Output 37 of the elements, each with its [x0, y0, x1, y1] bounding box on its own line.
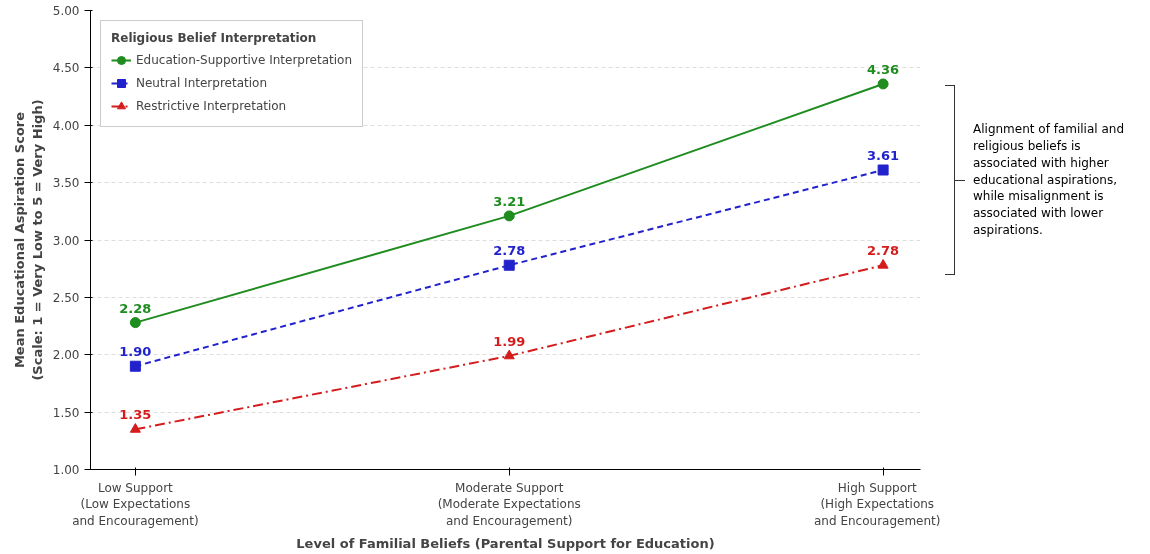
legend-label: Neutral Interpretation [136, 76, 267, 90]
data-label: 2.28 [119, 300, 152, 316]
point [877, 258, 889, 269]
y-tick-label: 4.50 [52, 61, 80, 76]
data-label: 4.36 [867, 61, 900, 77]
legend-label: Restrictive Interpretation [136, 99, 287, 113]
point [503, 259, 515, 271]
data-label: 2.78 [493, 243, 526, 259]
y-tick-label: 3.00 [52, 233, 80, 248]
legend-label: Education-Supportive Interpretation [136, 53, 353, 67]
y-axis-title: Mean Educational Aspiration Score (Scale: 1 = Very Low to 5 = Very High) [11, 99, 45, 381]
y-tick-label: 2.00 [52, 348, 80, 363]
point [503, 210, 515, 222]
point [877, 164, 889, 176]
y-tick-label: 5.00 [52, 4, 80, 18]
point [129, 360, 141, 372]
y-tick-label: 3.50 [52, 176, 80, 191]
y-tick-label: 1.50 [52, 405, 80, 420]
x-tick-label: Low Support (Low Expectations and Encouragement) [72, 480, 199, 529]
point [877, 78, 889, 90]
data-label: 1.35 [119, 407, 152, 423]
data-label: 2.78 [867, 243, 900, 259]
text: Alignment of familial and religious beliefs is associated with higher educational aspirations, while misalignment is associated with lower aspirations. [973, 121, 1126, 239]
point [129, 423, 141, 433]
data-label: 1.90 [119, 344, 152, 360]
data-label: 3.61 [867, 148, 900, 163]
y-tick-label: 1.00 [52, 463, 80, 477]
point [503, 349, 515, 360]
y-tick-label: 2.50 [52, 290, 80, 305]
x-tick-label: High Support (High Expectations and Encouragement) [814, 480, 941, 529]
x-axis-title: Level of Familial Beliefs (Parental Support for Education) [296, 536, 715, 552]
legend-title: Religious Belief Interpretation [111, 31, 318, 45]
data-label: 1.99 [493, 333, 526, 349]
x-tick-label: Moderate Support (Moderate Expectations and Encouragement) [437, 480, 581, 529]
point [129, 317, 141, 329]
data-label: 3.21 [493, 193, 526, 209]
y-tick-label: 4.00 [52, 118, 80, 133]
